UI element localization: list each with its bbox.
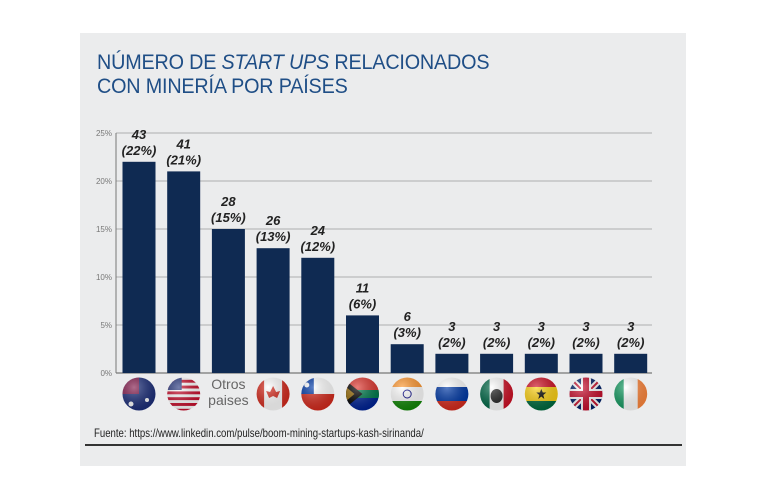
uk-flag-icon [569, 377, 603, 411]
bar [256, 248, 290, 373]
y-tick-label: 20% [96, 177, 112, 186]
south-africa-flag-icon [346, 377, 379, 411]
chile-flag-icon [301, 377, 335, 411]
usa-flag-icon [167, 377, 201, 411]
bar [167, 171, 201, 373]
data-label-percent: (12%) [300, 239, 335, 254]
data-label-percent: (2%) [528, 335, 555, 350]
bar [435, 353, 469, 373]
data-label-count: 3 [627, 319, 635, 334]
data-label-count: 11 [356, 280, 370, 295]
data-label-percent: (21%) [166, 152, 201, 167]
category-label: paises [208, 392, 248, 408]
data-label-count: 3 [538, 319, 546, 334]
y-tick-label: 5% [100, 321, 112, 330]
chart-title: NÚMERO DE START UPS RELACIONADOS CON MIN… [97, 50, 490, 98]
y-tick-label: 25% [96, 129, 112, 138]
category-label: Otros [211, 376, 245, 392]
data-label-count: 3 [582, 319, 590, 334]
data-label-percent: (2%) [617, 335, 644, 350]
data-label-count: 26 [265, 213, 281, 228]
title-text: NÚMERO DE [97, 50, 222, 74]
bar [480, 353, 514, 373]
ghana-flag-icon [524, 377, 558, 411]
y-tick-label: 10% [96, 273, 112, 282]
bar [390, 344, 424, 373]
data-label-percent: (22%) [122, 143, 157, 158]
bar [122, 161, 156, 373]
data-label-count: 43 [131, 127, 147, 142]
data-label-percent: (15%) [211, 210, 246, 225]
russia-flag-icon [435, 377, 469, 411]
data-label-percent: (3%) [393, 325, 420, 340]
ireland-flag-icon [614, 377, 648, 411]
y-tick-label: 0% [100, 369, 112, 378]
data-label-percent: (2%) [438, 335, 465, 350]
data-label-percent: (6%) [349, 296, 376, 311]
y-tick-label: 15% [96, 225, 112, 234]
bar [211, 229, 245, 373]
source-note: Fuente: https://www.linkedin.com/pulse/b… [94, 426, 424, 440]
bar [346, 315, 379, 373]
australia-flag-icon [122, 377, 156, 411]
data-label-count: 28 [220, 194, 236, 209]
bottom-rule [85, 444, 682, 446]
india-flag-icon [390, 377, 424, 411]
data-label-percent: (2%) [483, 335, 510, 350]
bar [614, 353, 648, 373]
data-label-count: 24 [310, 223, 326, 238]
data-label-count: 3 [448, 319, 456, 334]
data-label-count: 3 [493, 319, 501, 334]
bar [524, 353, 558, 373]
mexico-flag-icon [480, 377, 514, 411]
bar [301, 257, 335, 373]
data-label-percent: (2%) [572, 335, 599, 350]
title-line-2: CON MINERÍA POR PAÍSES [97, 74, 348, 98]
data-label-count: 41 [175, 136, 190, 151]
data-label-percent: (13%) [256, 229, 291, 244]
data-label-count: 6 [404, 309, 412, 324]
title-italic-text: START UPS [221, 50, 330, 74]
title-text: RELACIONADOS [329, 50, 490, 74]
bar [569, 353, 603, 373]
canada-flag-icon [256, 377, 290, 411]
